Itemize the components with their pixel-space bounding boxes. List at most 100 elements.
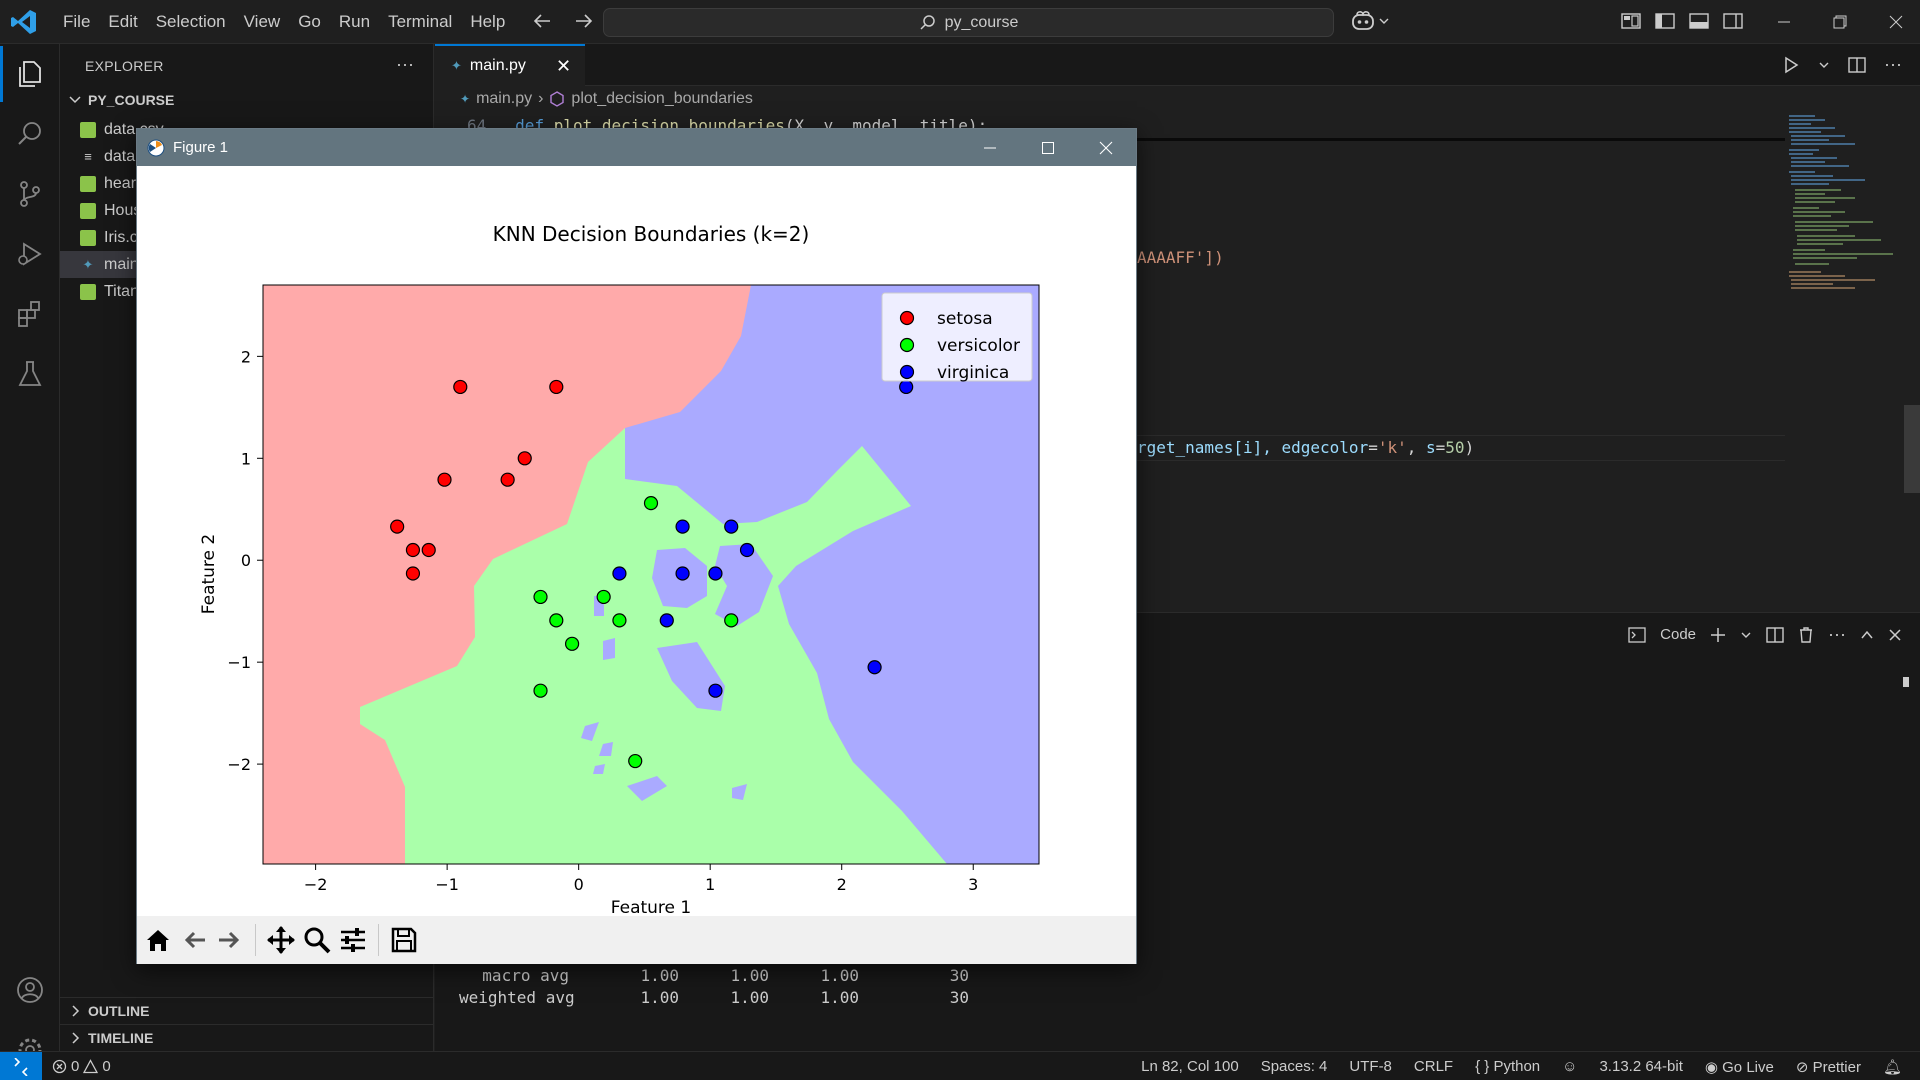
outline-section[interactable]: OUTLINE (60, 997, 434, 1023)
copilot-status-icon[interactable]: ☺ (1562, 1058, 1578, 1075)
forward-arrow-icon[interactable] (572, 9, 596, 33)
testing-activity[interactable] (0, 344, 60, 404)
menu-help[interactable]: Help (470, 12, 506, 31)
figure-maximize-button[interactable] (1019, 129, 1077, 166)
bell-icon[interactable]: 🔔︎ (1882, 1058, 1902, 1076)
back-arrow-icon[interactable] (530, 9, 554, 33)
y-axis-label: Feature 2 (199, 534, 219, 614)
menu-run[interactable]: Run (338, 12, 371, 31)
project-folder[interactable]: PY_COURSE (68, 88, 174, 112)
file-item[interactable]: Hous (60, 197, 434, 224)
customize-layout-icon[interactable] (1620, 10, 1642, 32)
go-live-button[interactable]: ◉ Go Live (1705, 1058, 1774, 1076)
trash-icon[interactable] (1798, 626, 1814, 644)
chevron-down-icon[interactable] (1818, 59, 1830, 71)
end-of-line[interactable]: CRLF (1413, 1058, 1454, 1075)
editor-scrollbar[interactable] (1904, 405, 1920, 493)
vscode-logo-icon (11, 10, 36, 34)
menu-bar: File Edit Selection View Go Run Terminal… (54, 0, 514, 44)
menu-edit[interactable]: Edit (108, 12, 138, 31)
problems-indicator[interactable]: 0 0 (52, 1052, 111, 1080)
scatter-point-virginica (867, 660, 882, 675)
activity-bar (0, 44, 60, 1062)
run-icon[interactable] (1782, 56, 1800, 74)
copilot-menu[interactable] (1350, 9, 1390, 33)
scatter-point-virginica (739, 542, 755, 558)
cursor-position[interactable]: Ln 82, Col 100 (1141, 1058, 1239, 1075)
scatter-point-setosa (437, 472, 452, 487)
plus-icon[interactable] (1710, 627, 1726, 643)
split-editor-icon[interactable] (1848, 56, 1866, 74)
scatter-point-setosa (421, 542, 436, 558)
file-item[interactable]: ≡ datal (60, 143, 434, 170)
minimize-button[interactable] (1756, 0, 1812, 44)
breadcrumb-symbol[interactable]: plot_decision_boundaries (571, 90, 753, 107)
breadcrumb-file[interactable]: main.py (476, 90, 533, 107)
save-button[interactable] (389, 925, 419, 955)
scatter-point-setosa (517, 451, 532, 466)
pan-button[interactable] (266, 925, 296, 955)
encoding[interactable]: UTF-8 (1349, 1058, 1392, 1075)
code-token: ) (1464, 438, 1475, 457)
toggle-secondary-sidebar-icon[interactable] (1722, 10, 1744, 32)
accounts-activity[interactable] (0, 960, 60, 1020)
split-terminal-icon[interactable] (1766, 626, 1784, 644)
source-control-activity[interactable] (0, 164, 60, 224)
row-support: 30 (949, 966, 969, 985)
chevron-down-icon[interactable] (1740, 629, 1752, 641)
status-bar: 0 0 Ln 82, Col 100 Spaces: 4 UTF-8 CRLF … (0, 1051, 1920, 1080)
configure-button[interactable] (338, 925, 368, 955)
timeline-section[interactable]: TIMELINE (60, 1024, 434, 1050)
x-tick-label: −1 (435, 875, 459, 894)
language-mode[interactable]: { } Python (1475, 1058, 1540, 1075)
menu-file[interactable]: File (63, 12, 91, 31)
prettier-status[interactable]: ⊘ Prettier (1796, 1058, 1861, 1076)
menu-terminal[interactable]: Terminal (388, 12, 453, 31)
search-activity[interactable] (0, 104, 60, 164)
minimap[interactable] (1785, 112, 1905, 312)
toggle-sidebar-icon[interactable] (1654, 10, 1676, 32)
window-controls (1756, 0, 1920, 44)
file-item[interactable]: Iris.c (60, 224, 434, 251)
terminal-name[interactable]: Code (1660, 626, 1697, 643)
close-window-button[interactable] (1868, 0, 1920, 44)
row-label: weighted avg (459, 988, 575, 1007)
home-button[interactable] (143, 925, 173, 955)
table-file-icon (80, 283, 96, 300)
python-interpreter[interactable]: 3.13.2 64-bit (1599, 1058, 1683, 1075)
remote-indicator[interactable] (0, 1052, 42, 1080)
back-button[interactable] (179, 925, 209, 955)
toggle-panel-icon[interactable] (1688, 10, 1710, 32)
explorer-activity[interactable] (0, 44, 60, 104)
forward-button[interactable] (215, 925, 245, 955)
axes-frame (262, 284, 1040, 865)
matplotlib-logo-icon (147, 139, 165, 156)
project-name: PY_COURSE (88, 92, 175, 108)
scatter-points (390, 379, 914, 769)
extensions-activity[interactable] (0, 284, 60, 344)
maximize-panel-icon[interactable] (1860, 628, 1874, 642)
menu-go[interactable]: Go (298, 12, 321, 31)
more-actions-icon[interactable]: ··· (1884, 54, 1902, 74)
zoom-button[interactable] (302, 925, 332, 955)
close-icon[interactable] (1888, 628, 1902, 642)
figure-close-button[interactable] (1077, 129, 1135, 166)
python-file-icon: ✦ (460, 92, 471, 106)
menu-selection[interactable]: Selection (155, 12, 226, 31)
figure-minimize-button[interactable] (961, 129, 1019, 166)
restore-button[interactable] (1812, 0, 1868, 44)
figure-title-bar[interactable]: Figure 1 (137, 129, 1136, 166)
legend: setosa versicolor virginica (881, 292, 1033, 383)
more-actions-icon[interactable]: ··· (1828, 624, 1846, 644)
indentation[interactable]: Spaces: 4 (1260, 1058, 1328, 1075)
more-actions-button[interactable]: ··· (396, 54, 414, 74)
run-debug-activity[interactable] (0, 224, 60, 284)
method-icon (550, 91, 565, 107)
tab-close-button[interactable]: ✕ (555, 55, 572, 76)
file-item[interactable]: Titan (60, 278, 434, 305)
tab-main-py[interactable]: ✦ main.py ✕ (435, 44, 585, 86)
plot-canvas[interactable]: KNN Decision Boundaries (k=2) −2 −1 0 1 2 3 −… (137, 166, 1136, 916)
file-item[interactable]: hear (60, 170, 434, 197)
command-center-search[interactable]: py_course (603, 8, 1334, 37)
menu-view[interactable]: View (243, 12, 281, 31)
